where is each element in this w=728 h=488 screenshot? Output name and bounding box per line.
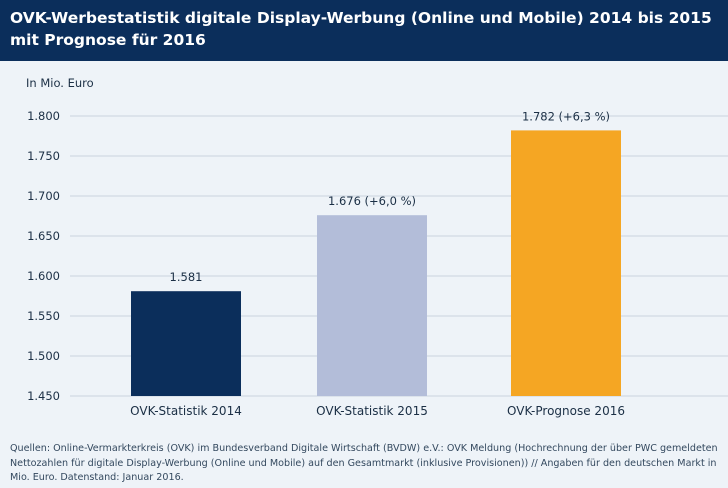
bar bbox=[511, 130, 621, 396]
y-tick-label: 1.600 bbox=[27, 269, 60, 283]
y-tick-label: 1.550 bbox=[27, 309, 60, 323]
y-axis-unit-label: In Mio. Euro bbox=[26, 76, 94, 90]
bar bbox=[131, 291, 241, 396]
title-banner: OVK-Werbestatistik digitale Display-Werb… bbox=[0, 0, 728, 61]
bar bbox=[317, 215, 427, 396]
y-tick-label: 1.650 bbox=[27, 229, 60, 243]
y-tick-label: 1.500 bbox=[27, 349, 60, 363]
y-tick-label: 1.450 bbox=[27, 389, 60, 403]
bar-value-label: 1.676 (+6,0 %) bbox=[328, 194, 416, 208]
y-tick-label: 1.800 bbox=[27, 109, 60, 123]
bar-value-label: 1.581 bbox=[170, 270, 203, 284]
bar-chart: In Mio. Euro 1.450 1.500 1.550 1.600 1.650 1.7… bbox=[26, 76, 728, 418]
chart-title: OVK-Werbestatistik digitale Display-Werb… bbox=[10, 9, 712, 49]
source-note: Quellen: Online-Vermarkterkreis (OVK) im… bbox=[10, 443, 718, 483]
y-tick-label: 1.750 bbox=[27, 149, 60, 163]
y-tick-label: 1.700 bbox=[27, 189, 60, 203]
x-category-label: OVK-Statistik 2015 bbox=[316, 404, 428, 418]
x-category-label: OVK-Statistik 2014 bbox=[130, 404, 242, 418]
bar-value-label: 1.782 (+6,3 %) bbox=[522, 109, 610, 123]
x-category-label: OVK-Prognose 2016 bbox=[507, 404, 625, 418]
